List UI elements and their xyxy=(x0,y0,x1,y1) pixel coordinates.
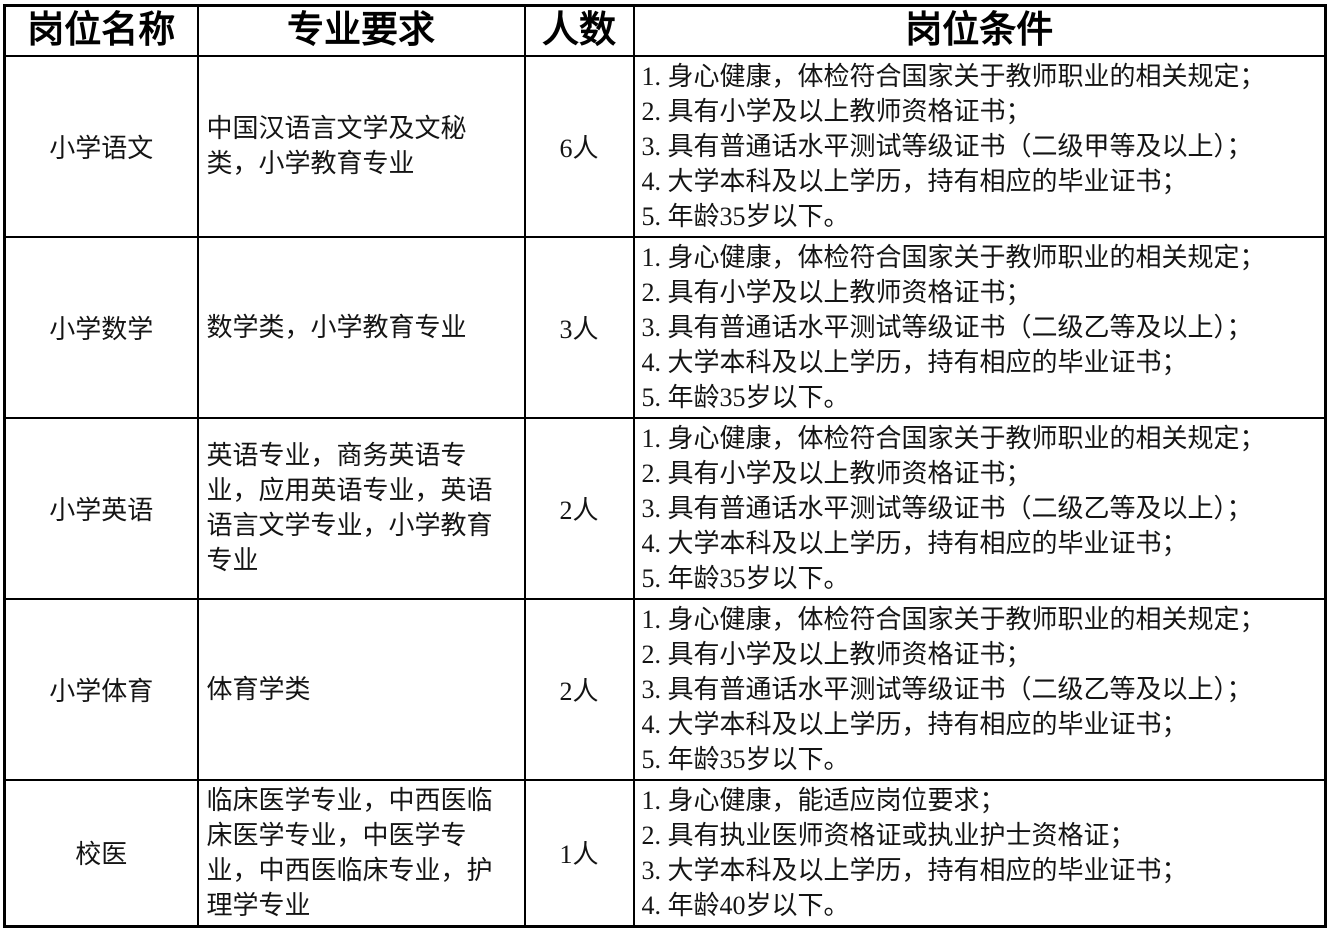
condition-item: 4. 大学本科及以上学历，持有相应的毕业证书； xyxy=(641,528,1188,558)
major-requirement-cell: 英语专业，商务英语专业，应用英语专业，英语语言文学专业，小学教育专业 xyxy=(196,416,526,600)
table-row: 小学体育 体育学类 2人 1. 身心健康，体检符合国家关于教师职业的相关规定； 2. 具… xyxy=(3,597,1327,781)
table-row: 小学英语 英语专业，商务英语专业，应用英语专业，英语语言文学专业，小学教育专业 2人… xyxy=(3,416,1327,600)
condition-item: 1. 身心健康，能适应岗位要求； xyxy=(641,785,1006,815)
condition-item: 2. 具有小学及以上教师资格证书； xyxy=(641,458,1032,488)
position-name-cell: 小学英语 xyxy=(3,416,199,600)
condition-item: 1. 身心健康，体检符合国家关于教师职业的相关规定； xyxy=(641,423,1266,453)
header-row: 岗位名称 专业要求 人数 岗位条件 xyxy=(3,4,1327,57)
position-name-cell: 校医 xyxy=(3,778,199,927)
position-name-cell: 小学语文 xyxy=(3,54,199,238)
condition-item: 2. 具有执业医师资格证或执业护士资格证； xyxy=(641,820,1136,850)
headcount-cell: 3人 xyxy=(523,235,635,419)
condition-item: 5. 年龄35岁以下。 xyxy=(641,744,850,774)
headcount-cell: 2人 xyxy=(523,597,635,781)
condition-item: 3. 具有普通话水平测试等级证书（二级甲等及以上）； xyxy=(641,131,1253,161)
recruitment-table: 岗位名称 专业要求 人数 岗位条件 小学语文 中国汉语言文学及文秘类，小学教育专业… xyxy=(3,4,1327,928)
position-name-cell: 小学体育 xyxy=(3,597,199,781)
condition-item: 2. 具有小学及以上教师资格证书； xyxy=(641,639,1032,669)
headcount-cell: 6人 xyxy=(523,54,635,238)
major-requirement-cell: 中国汉语言文学及文秘类，小学教育专业 xyxy=(196,54,526,238)
header-count: 人数 xyxy=(523,4,635,57)
header-conditions: 岗位条件 xyxy=(632,4,1327,57)
condition-item: 4. 大学本科及以上学历，持有相应的毕业证书； xyxy=(641,166,1188,196)
condition-item: 3. 具有普通话水平测试等级证书（二级乙等及以上）； xyxy=(641,493,1253,523)
table-row: 小学数学 数学类，小学教育专业 3人 1. 身心健康，体检符合国家关于教师职业的相关规… xyxy=(3,235,1327,419)
condition-item: 3. 大学本科及以上学历，持有相应的毕业证书； xyxy=(641,855,1188,885)
condition-item: 4. 大学本科及以上学历，持有相应的毕业证书； xyxy=(641,347,1188,377)
conditions-cell: 1. 身心健康，体检符合国家关于教师职业的相关规定； 2. 具有小学及以上教师资格… xyxy=(632,54,1327,238)
table-body: 小学语文 中国汉语言文学及文秘类，小学教育专业 6人 1. 身心健康，体检符合国家关于… xyxy=(3,54,1327,927)
major-requirement-cell: 体育学类 xyxy=(196,597,526,781)
header-major: 专业要求 xyxy=(196,4,526,57)
major-requirement-cell: 数学类，小学教育专业 xyxy=(196,235,526,419)
condition-item: 5. 年龄35岁以下。 xyxy=(641,563,850,593)
condition-item: 4. 年龄40岁以下。 xyxy=(641,890,850,920)
headcount-cell: 2人 xyxy=(523,416,635,600)
header-position: 岗位名称 xyxy=(3,4,199,57)
conditions-cell: 1. 身心健康，体检符合国家关于教师职业的相关规定； 2. 具有小学及以上教师资格… xyxy=(632,597,1327,781)
condition-item: 1. 身心健康，体检符合国家关于教师职业的相关规定； xyxy=(641,604,1266,634)
condition-item: 2. 具有小学及以上教师资格证书； xyxy=(641,96,1032,126)
conditions-cell: 1. 身心健康，体检符合国家关于教师职业的相关规定； 2. 具有小学及以上教师资格… xyxy=(632,235,1327,419)
condition-item: 1. 身心健康，体检符合国家关于教师职业的相关规定； xyxy=(641,242,1266,272)
table-row: 小学语文 中国汉语言文学及文秘类，小学教育专业 6人 1. 身心健康，体检符合国家关于… xyxy=(3,54,1327,238)
condition-item: 4. 大学本科及以上学历，持有相应的毕业证书； xyxy=(641,709,1188,739)
headcount-cell: 1人 xyxy=(523,778,635,927)
conditions-cell: 1. 身心健康，能适应岗位要求； 2. 具有执业医师资格证或执业护士资格证； 3. … xyxy=(632,778,1327,927)
condition-item: 5. 年龄35岁以下。 xyxy=(641,201,850,231)
condition-item: 3. 具有普通话水平测试等级证书（二级乙等及以上）； xyxy=(641,312,1253,342)
condition-item: 5. 年龄35岁以下。 xyxy=(641,382,850,412)
condition-item: 1. 身心健康，体检符合国家关于教师职业的相关规定； xyxy=(641,61,1266,91)
major-requirement-cell: 临床医学专业，中西医临床医学专业，中医学专业，中西医临床专业，护理学专业 xyxy=(196,778,526,927)
position-name-cell: 小学数学 xyxy=(3,235,199,419)
condition-item: 2. 具有小学及以上教师资格证书； xyxy=(641,277,1032,307)
table-row: 校医 临床医学专业，中西医临床医学专业，中医学专业，中西医临床专业，护理学专业 1人… xyxy=(3,778,1327,927)
condition-item: 3. 具有普通话水平测试等级证书（二级乙等及以上）； xyxy=(641,674,1253,704)
conditions-cell: 1. 身心健康，体检符合国家关于教师职业的相关规定； 2. 具有小学及以上教师资格… xyxy=(632,416,1327,600)
